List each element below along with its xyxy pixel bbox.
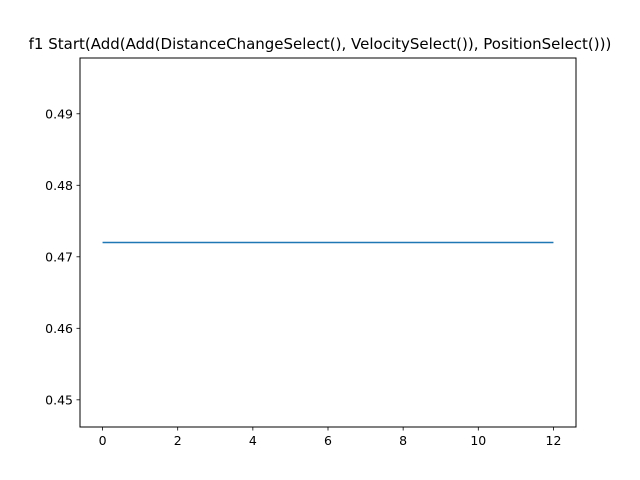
x-tick-label: 6 bbox=[324, 433, 332, 448]
x-tick-label: 12 bbox=[546, 433, 562, 448]
axes-frame bbox=[79, 57, 577, 428]
x-tick-label: 0 bbox=[99, 433, 107, 448]
y-tick-label: 0.49 bbox=[45, 106, 73, 121]
y-tick-label: 0.45 bbox=[45, 392, 73, 407]
y-tick-label: 0.48 bbox=[45, 178, 73, 193]
x-tick-label: 8 bbox=[399, 433, 407, 448]
y-tick-label: 0.46 bbox=[45, 321, 73, 336]
x-tick-label: 4 bbox=[249, 433, 257, 448]
chart-title: f1 Start(Add(Add(DistanceChangeSelect(),… bbox=[29, 35, 612, 53]
x-tick-label: 2 bbox=[174, 433, 182, 448]
y-tick-label: 0.47 bbox=[45, 249, 73, 264]
x-tick-label: 10 bbox=[470, 433, 486, 448]
